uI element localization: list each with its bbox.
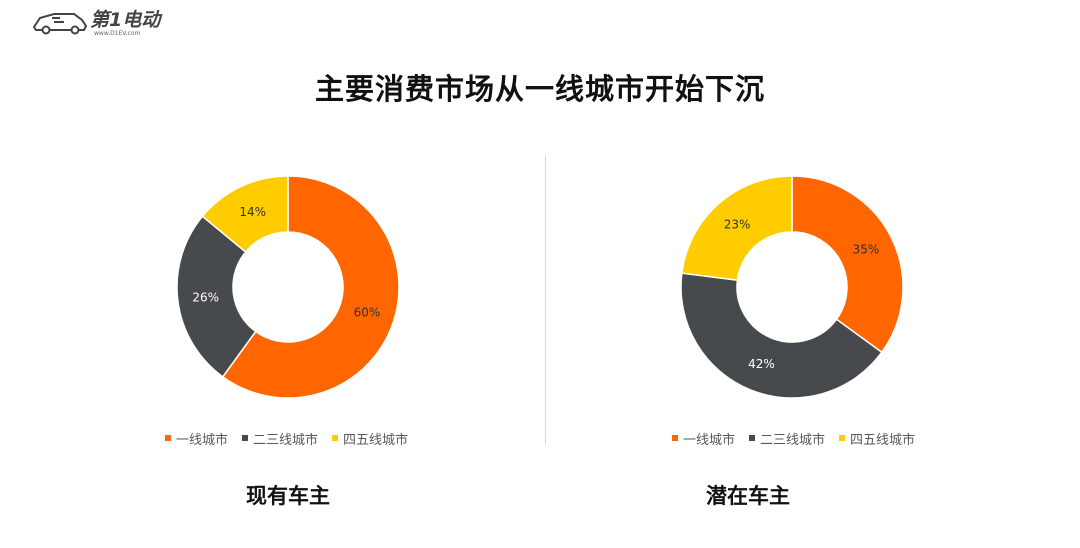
chart-title-potential-owners: 潜在车主 bbox=[706, 484, 790, 508]
logo-subtext: www.D1EV.com bbox=[94, 30, 141, 37]
slice-tier1 bbox=[791, 175, 904, 354]
legend-swatch bbox=[672, 435, 678, 441]
donut-chart-potential-owners: 35% 42% 23% bbox=[662, 157, 922, 417]
vertical-divider bbox=[545, 155, 546, 445]
legend-label: 二三线城市 bbox=[760, 432, 826, 448]
slice-value-label: 60% bbox=[354, 306, 381, 320]
slice-tier1 bbox=[221, 175, 400, 399]
slice-value-label: 35% bbox=[853, 242, 880, 256]
slice-tier45 bbox=[681, 175, 793, 281]
legend-item-tier1: 一线城市 bbox=[165, 428, 228, 448]
legend-item-tier45: 四五线城市 bbox=[332, 428, 408, 448]
legend-swatch bbox=[242, 435, 249, 441]
donut-chart-current-owners: 60% 26% 14% bbox=[158, 157, 418, 417]
chart-title-current-owners: 现有车主 bbox=[246, 484, 330, 508]
logo-text: 第1电动 bbox=[90, 9, 163, 31]
slice-value-label: 23% bbox=[724, 218, 751, 232]
slice-tier23 bbox=[176, 215, 257, 378]
legend-label: 一线城市 bbox=[176, 432, 229, 448]
page-title: 主要消费市场从一线城市开始下沉 bbox=[314, 72, 765, 106]
car-icon bbox=[32, 13, 88, 35]
slice-tier23 bbox=[680, 272, 883, 399]
legend-item-tier23: 二三线城市 bbox=[242, 428, 318, 448]
legend-swatch bbox=[332, 435, 339, 441]
legend-label: 一线城市 bbox=[683, 432, 736, 448]
legend-current-owners: 一线城市 二三线城市 四五线城市 bbox=[165, 428, 408, 448]
legend-swatch bbox=[165, 435, 171, 441]
legend-item-tier45: 四五线城市 bbox=[839, 428, 915, 448]
legend-label: 四五线城市 bbox=[343, 432, 409, 448]
legend-item-tier23: 二三线城市 bbox=[749, 428, 825, 448]
legend-item-tier1: 一线城市 bbox=[672, 428, 735, 448]
slice-tier45 bbox=[201, 175, 289, 253]
brand-logo: 第1电动 www.D1EV.com bbox=[30, 2, 165, 40]
legend-swatch bbox=[749, 435, 756, 441]
legend-label: 四五线城市 bbox=[850, 432, 916, 448]
slice-value-label: 26% bbox=[192, 290, 219, 304]
slice-value-label: 14% bbox=[239, 205, 266, 219]
legend-swatch bbox=[839, 435, 846, 441]
donut-svg: 60% 26% 14% bbox=[176, 175, 400, 399]
donut-svg: 35% 42% 23% bbox=[680, 175, 904, 399]
slice-value-label: 42% bbox=[748, 357, 775, 371]
legend-label: 二三线城市 bbox=[253, 432, 319, 448]
legend-potential-owners: 一线城市 二三线城市 四五线城市 bbox=[672, 428, 915, 448]
